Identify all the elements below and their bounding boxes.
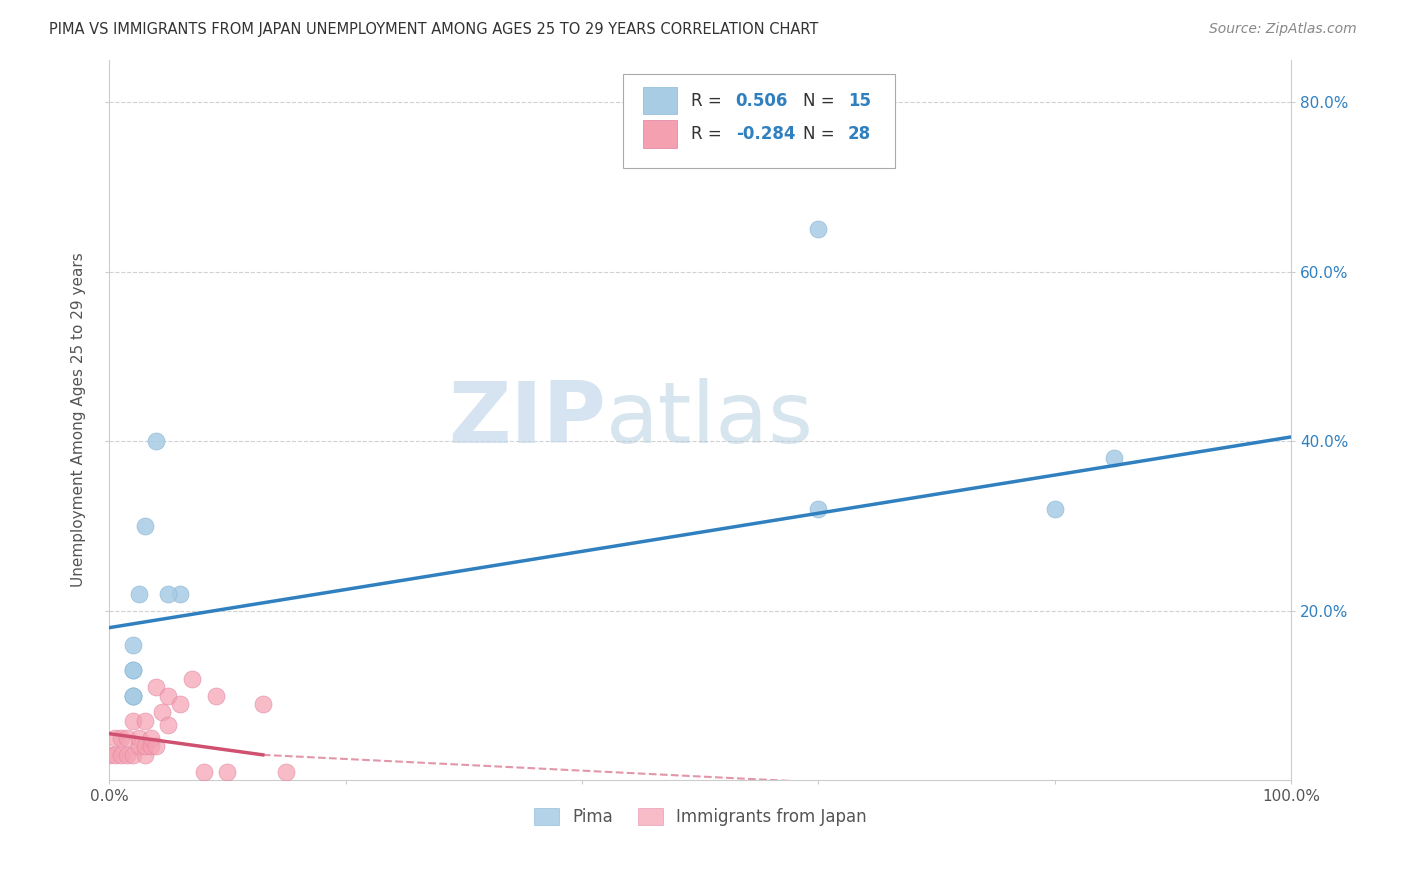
Point [180,672,202,686]
Point [134,747,156,762]
Point [121,638,143,652]
Point [104,731,127,745]
Text: PIMA VS IMMIGRANTS FROM JAPAN UNEMPLOYMENT AMONG AGES 25 TO 29 YEARS CORRELATION: PIMA VS IMMIGRANTS FROM JAPAN UNEMPLOYME… [49,22,818,37]
Point [157,587,180,601]
Text: -0.284: -0.284 [735,125,796,143]
Point [169,697,191,711]
Point [145,680,167,694]
Point [128,739,150,754]
Point [169,587,191,601]
Text: 15: 15 [848,92,870,110]
FancyBboxPatch shape [623,74,896,168]
Point [110,747,132,762]
Point [121,689,143,703]
Text: N =: N = [803,125,839,143]
Point [128,587,150,601]
Point [145,434,167,449]
Point [104,747,127,762]
Point [121,747,143,762]
Point [139,739,162,754]
Text: 28: 28 [848,125,872,143]
Point [121,689,143,703]
Y-axis label: Unemployment Among Ages 25 to 29 years: Unemployment Among Ages 25 to 29 years [72,252,86,587]
FancyBboxPatch shape [644,87,676,114]
Point [1102,451,1125,466]
Point [157,689,180,703]
Point [134,739,156,754]
Point [807,222,830,236]
Point [276,764,298,779]
Point [145,739,167,754]
Text: Source: ZipAtlas.com: Source: ZipAtlas.com [1209,22,1357,37]
Point [121,689,143,703]
Point [98,747,121,762]
Point [807,502,830,516]
Text: 0.506: 0.506 [735,92,789,110]
Point [139,731,162,745]
Point [157,718,180,732]
Legend: Pima, Immigrants from Japan: Pima, Immigrants from Japan [534,808,866,826]
Point [110,731,132,745]
Point [150,706,173,720]
Point [121,714,143,728]
Point [193,764,215,779]
Point [121,663,143,677]
FancyBboxPatch shape [644,120,676,147]
Point [252,697,274,711]
Point [115,747,138,762]
Text: ZIP: ZIP [449,378,606,461]
Text: R =: R = [690,125,727,143]
Text: R =: R = [690,92,727,110]
Point [204,689,226,703]
Point [128,731,150,745]
Point [134,519,156,533]
Point [121,663,143,677]
Point [134,714,156,728]
Point [1043,502,1066,516]
Point [115,731,138,745]
Text: atlas: atlas [606,378,814,461]
Text: N =: N = [803,92,839,110]
Point [217,764,239,779]
